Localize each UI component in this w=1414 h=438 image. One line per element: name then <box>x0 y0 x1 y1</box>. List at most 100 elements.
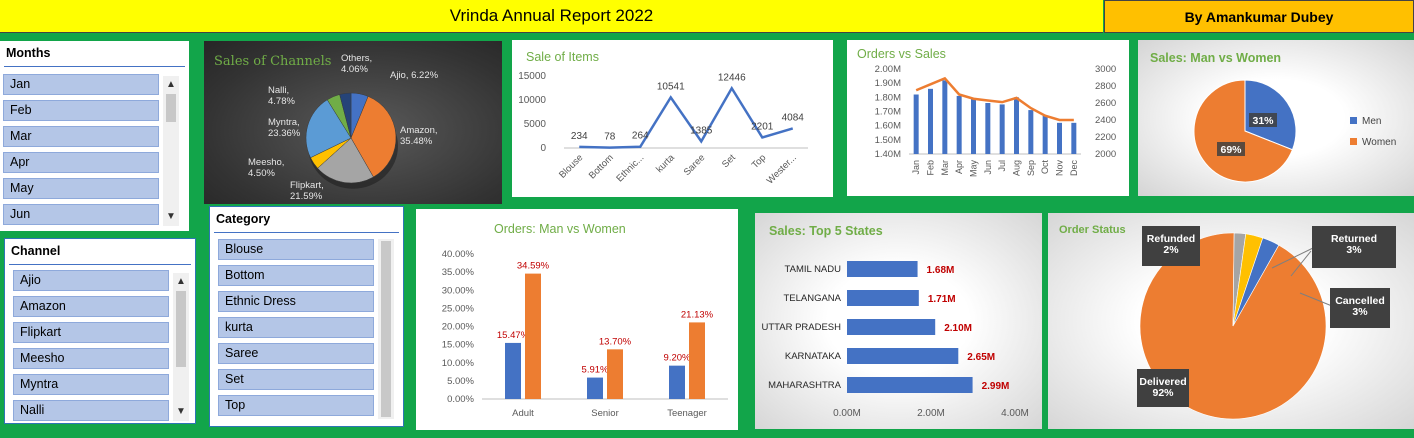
scroll-thumb[interactable] <box>381 241 391 417</box>
bar-telangana <box>847 290 919 306</box>
scroll-thumb[interactable] <box>176 291 186 367</box>
bar-teenager <box>689 322 705 399</box>
order-status-chart: Delivered92%Refunded2%Returned3%Cancelle… <box>1137 226 1396 420</box>
orders-vs-sales-panel: Orders vs Sales 2.00M 1.90M 1.80M 1.70M 1.60… <box>847 40 1129 196</box>
x-tick-label: Ethnic... <box>614 152 646 184</box>
x-tick-label: Sep <box>1026 160 1036 176</box>
sales-of-channels-title: Sales of Channels <box>214 54 332 69</box>
chevron-down-icon[interactable]: ▼ <box>176 406 186 417</box>
data-label-myntra: Myntra, <box>268 117 300 128</box>
y-right-tick-label: 2600 <box>1095 98 1116 109</box>
slicer-item-set[interactable]: Set <box>218 369 374 390</box>
data-label-nalli: 4.78% <box>268 96 295 107</box>
slicer-item-flipkart[interactable]: Flipkart <box>13 322 169 343</box>
y-tick-label: 0.00% <box>447 394 474 405</box>
category-slicer-title: Category <box>216 212 271 226</box>
data-label-meesho: Meesho, <box>248 157 284 168</box>
chevron-up-icon[interactable]: ▲ <box>176 276 186 287</box>
x-tick-label: Set <box>720 152 738 170</box>
x-tick-label: 2.00M <box>917 408 945 419</box>
bar-mar <box>942 80 948 154</box>
slicer-item-jan[interactable]: Jan <box>3 74 159 95</box>
orders-man-vs-women-chart: 40.00% 35.00% 30.00% 25.00% 20.00% 15.00% 10.0… <box>442 249 728 419</box>
bar-oct <box>1042 115 1048 154</box>
y-left-tick-label: 2.00M <box>875 64 901 75</box>
slicer-item-nalli[interactable]: Nalli <box>13 400 169 421</box>
category-scrollbar[interactable] <box>378 239 394 419</box>
y-right-tick-label: 2200 <box>1095 132 1116 143</box>
y-left-tick-label: 1.40M <box>875 149 901 160</box>
data-label-men: 31% <box>1252 115 1274 127</box>
bar-sep <box>1028 110 1034 154</box>
orders-vs-sales-chart: 2.00M 1.90M 1.80M 1.70M 1.60M 1.50M 1.40M 3000 2… <box>875 64 1117 178</box>
data-label-flipkart: Flipkart, <box>290 180 324 191</box>
x-tick-label: Dec <box>1069 160 1079 177</box>
data-label-bg <box>1312 226 1396 268</box>
slicer-item-blouse[interactable]: Blouse <box>218 239 374 260</box>
bar-jun <box>985 103 991 154</box>
sale-of-items-title: Sale of Items <box>526 50 599 64</box>
data-label-bg <box>1137 369 1189 407</box>
data-label-meesho: 4.50% <box>248 168 275 179</box>
chevron-up-icon[interactable]: ▲ <box>166 79 176 90</box>
slicer-item-ethnic-dress[interactable]: Ethnic Dress <box>218 291 374 312</box>
slicer-item-bottom[interactable]: Bottom <box>218 265 374 286</box>
slicer-item-amazon[interactable]: Amazon <box>13 296 169 317</box>
data-label: 2201 <box>751 121 774 132</box>
scroll-thumb[interactable] <box>166 94 176 122</box>
data-label-bg <box>1142 226 1200 266</box>
leader-line <box>1290 250 1312 277</box>
x-tick-label: Jul <box>997 160 1007 172</box>
slicer-item-meesho[interactable]: Meesho <box>13 348 169 369</box>
category-slicer: Category Blouse Bottom Ethnic Dress kurt… <box>209 206 404 427</box>
x-tick-label: May <box>969 160 979 178</box>
slicer-item-may[interactable]: May <box>3 178 159 199</box>
slicer-item-mar[interactable]: Mar <box>3 126 159 147</box>
orders-vs-sales-title: Orders vs Sales <box>857 47 946 61</box>
y-tick-label: 35.00% <box>442 267 475 278</box>
pie-slice-women <box>1193 79 1294 183</box>
months-scrollbar[interactable]: ▲ ▼ <box>163 76 179 226</box>
slicer-item-myntra[interactable]: Myntra <box>13 374 169 395</box>
data-label: 2.99M <box>982 381 1010 392</box>
slicer-item-apr[interactable]: Apr <box>3 152 159 173</box>
x-tick-label: Apr <box>954 160 964 174</box>
data-label-cancelled: Cancelled <box>1335 295 1385 307</box>
pie-slice-myntra <box>305 99 352 159</box>
data-label-delivered: Delivered <box>1139 376 1186 388</box>
data-label-others: Others, <box>341 53 372 64</box>
y-left-tick-label: 1.60M <box>875 121 901 132</box>
y-right-tick-label: 2400 <box>1095 115 1116 126</box>
slicer-item-feb[interactable]: Feb <box>3 100 159 121</box>
sales-of-channels-chart: Ajio, 6.22% Amazon,35.48% Flipkart,21.59% M… <box>248 53 439 202</box>
slicer-item-top[interactable]: Top <box>218 395 374 416</box>
pie-slice-amazon <box>350 96 397 178</box>
x-tick-label: Jan <box>911 160 921 175</box>
x-tick-label: Aug <box>1012 160 1022 176</box>
bar-uttar-pradesh <box>847 319 936 335</box>
top-5-states-chart: TAMIL NADU 1.68M TELANGANA 1.71M UTTAR PRADE… <box>761 261 1029 419</box>
order-status-panel: Order Status Delivered 92% Refunded 2% Retur… <box>1048 213 1414 429</box>
legend-women: Women <box>1350 137 1396 148</box>
data-label-refunded: Refunded <box>1147 233 1195 245</box>
chevron-down-icon[interactable]: ▼ <box>166 211 176 222</box>
data-label-nalli: Nalli, <box>268 85 289 96</box>
data-label-flipkart: 21.59% <box>290 191 323 202</box>
slicer-item-ajio[interactable]: Ajio <box>13 270 169 291</box>
x-tick-label: kurta <box>654 152 677 175</box>
y-tick-label: 10000 <box>518 95 546 106</box>
slicer-item-jun[interactable]: Jun <box>3 204 159 225</box>
data-label: 13.70% <box>599 336 632 347</box>
data-label-amazon: 35.48% <box>400 136 433 147</box>
series-line <box>579 85 794 149</box>
data-label: 1.71M <box>928 294 956 305</box>
slicer-item-kurta[interactable]: kurta <box>218 317 374 338</box>
data-label: 34.59% <box>517 261 550 272</box>
x-tick-label: Nov <box>1055 160 1065 177</box>
pie-slice-flipkart <box>317 137 374 184</box>
data-label-others: 4.06% <box>341 64 368 75</box>
bar-senior <box>587 377 603 399</box>
bar-adult <box>505 342 521 399</box>
channel-scrollbar[interactable]: ▲ ▼ <box>173 273 189 421</box>
slicer-item-saree[interactable]: Saree <box>218 343 374 364</box>
